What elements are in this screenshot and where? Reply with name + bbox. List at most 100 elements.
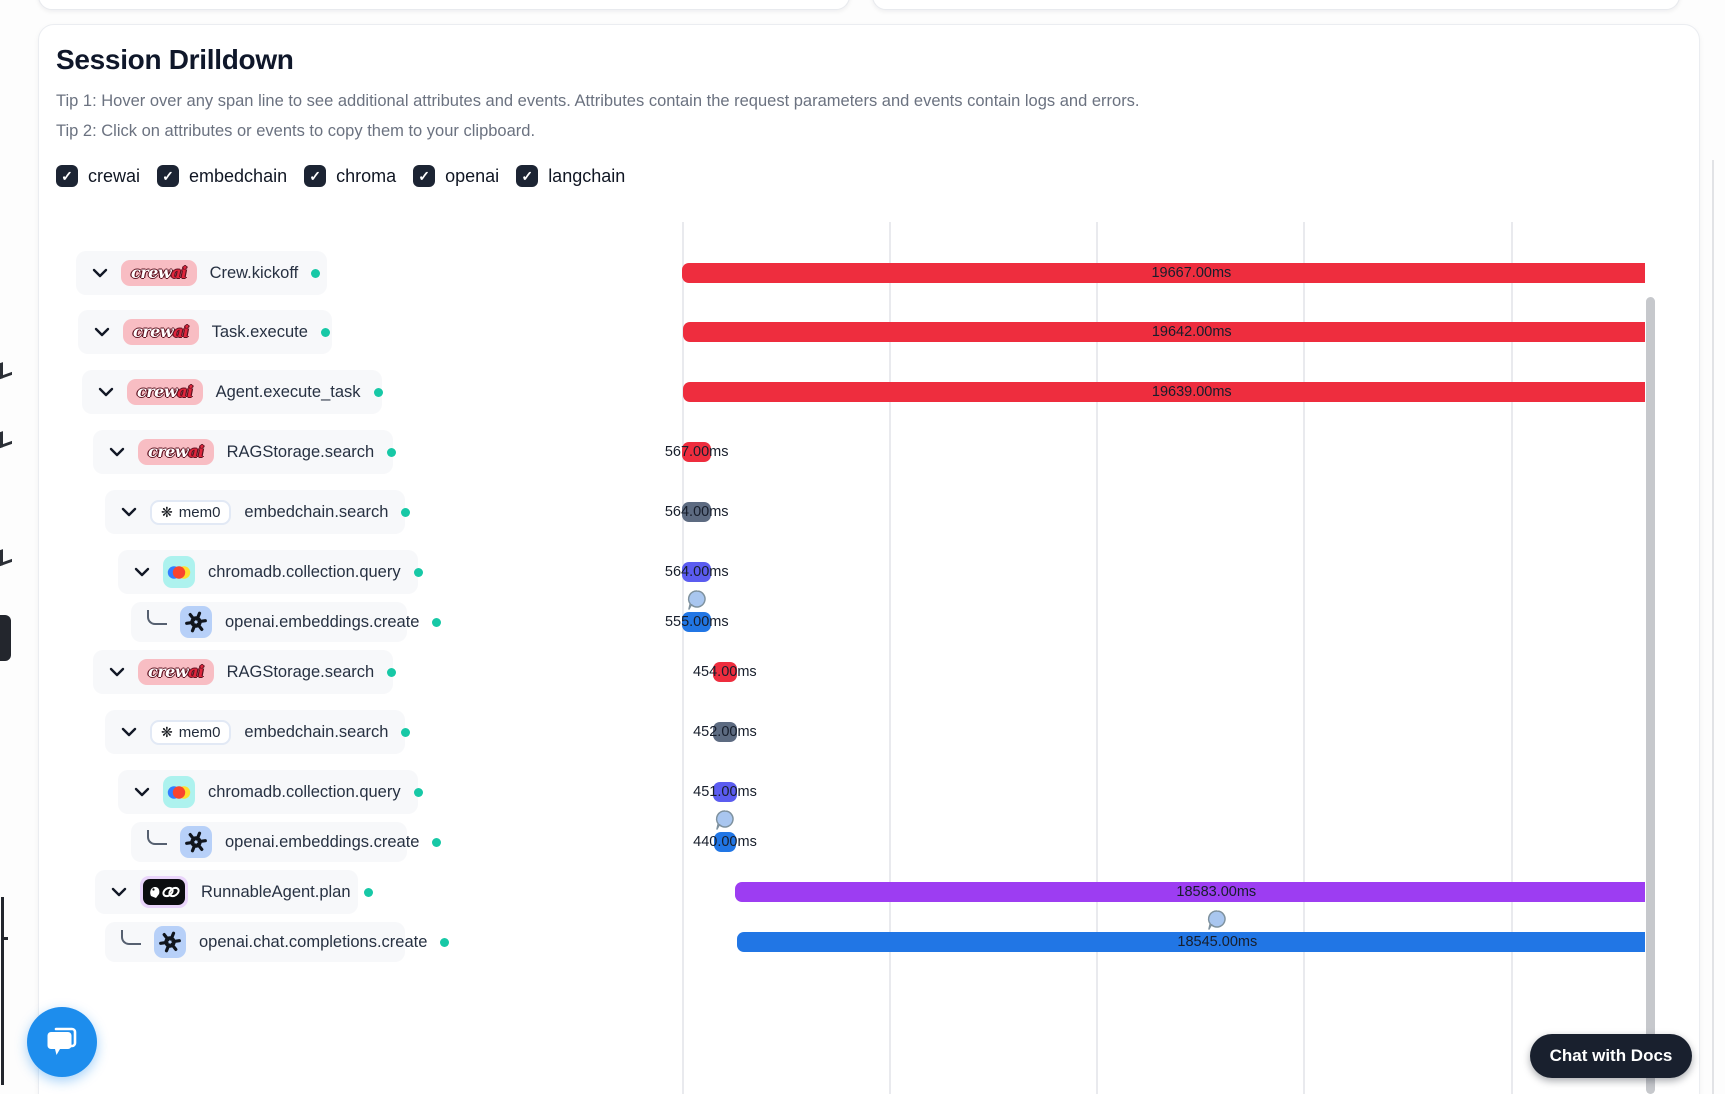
chevron-down-icon[interactable] <box>94 327 110 337</box>
filter-langchain[interactable]: ✓ langchain <box>516 165 625 187</box>
span-row-embedchain.search[interactable]: ❋ mem0 embedchain.search <box>105 710 411 754</box>
event-bubble-icon[interactable] <box>685 588 709 612</box>
chroma-circles-icon <box>167 565 191 579</box>
duration-label: 564.00ms <box>664 504 729 520</box>
span-row-Task.execute[interactable]: crew ai Task.execute <box>78 310 332 354</box>
openai-logo-icon <box>159 931 181 953</box>
vertical-scrollbar[interactable] <box>1646 297 1655 1094</box>
span-row-RAGStorage.search[interactable]: crew ai RAGStorage.search <box>93 650 397 694</box>
status-dot <box>413 787 423 797</box>
span-bar-embedchain.search[interactable] <box>682 502 712 522</box>
filter-crewai[interactable]: ✓ crewai <box>56 165 140 187</box>
span-name: Agent.execute_task <box>215 382 361 401</box>
checkbox-crewai[interactable]: ✓ <box>56 165 78 187</box>
span-bar-openai.embeddings.create[interactable] <box>713 832 737 852</box>
chevron-down-icon[interactable] <box>134 787 150 797</box>
timeline-gridline <box>682 222 684 1094</box>
span-name: Task.execute <box>211 322 308 341</box>
library-filter-group: ✓ crewai ✓ embedchain ✓ chroma ✓ openai ✓ langcha… <box>56 165 625 187</box>
span-bar-RAGStorage.search[interactable] <box>682 442 712 462</box>
span-row-embedchain.search[interactable]: ❋ mem0 embedchain.search <box>105 490 411 534</box>
duration-label: 18545.00ms <box>1177 934 1258 950</box>
checkbox-embedchain[interactable]: ✓ <box>157 165 180 187</box>
filter-chroma[interactable]: ✓ chroma <box>304 165 396 187</box>
span-bar-Crew.kickoff[interactable] <box>682 263 1645 283</box>
span-row-openai.chat.completions.create[interactable]: openai.chat.completions.create <box>105 922 450 962</box>
span-row-Crew.kickoff[interactable]: crew ai Crew.kickoff <box>76 251 327 295</box>
status-dot <box>432 837 442 847</box>
chevron-down-icon[interactable] <box>134 567 150 577</box>
span-bar-chromadb.collection.query[interactable] <box>682 562 712 582</box>
crewai-logo: crew ai <box>127 379 203 405</box>
openai-logo-icon <box>185 611 207 633</box>
chevron-down-icon[interactable] <box>98 387 114 397</box>
leaf-connector-icon <box>147 610 167 625</box>
event-bubble-icon[interactable] <box>713 808 737 832</box>
chevron-down-icon[interactable] <box>92 268 108 278</box>
status-dot <box>440 937 450 947</box>
mem0-logo: ❋ mem0 <box>150 719 232 745</box>
span-row-openai.embeddings.create[interactable]: openai.embeddings.create <box>131 822 442 862</box>
duration-label: 19642.00ms <box>1151 324 1232 340</box>
timeline-gridline <box>1511 222 1513 1094</box>
status-dot <box>432 617 442 627</box>
span-name: embedchain.search <box>244 722 389 741</box>
crewai-logo: crew ai <box>138 659 214 685</box>
status-dot <box>413 567 423 577</box>
status-dot <box>401 507 411 517</box>
span-bar-RAGStorage.search[interactable] <box>713 662 737 682</box>
chevron-down-icon[interactable] <box>121 507 137 517</box>
chevron-down-icon[interactable] <box>109 447 125 457</box>
span-bar-openai.embeddings.create[interactable] <box>682 612 712 632</box>
span-bar-chromadb.collection.query[interactable] <box>713 782 737 802</box>
status-dot <box>363 887 373 897</box>
span-bar-RunnableAgent.plan[interactable] <box>734 882 1645 902</box>
chevron-down-icon[interactable] <box>109 667 125 677</box>
span-row-RAGStorage.search[interactable]: crew ai RAGStorage.search <box>93 430 397 474</box>
span-bar-embedchain.search[interactable] <box>713 722 737 742</box>
filter-label: langchain <box>548 165 626 186</box>
status-dot <box>320 327 330 337</box>
span-row-chromadb.collection.query[interactable]: chromadb.collection.query <box>118 550 423 594</box>
chat-bubbles-icon <box>47 1027 77 1055</box>
timeline-gridline <box>1096 222 1098 1094</box>
checkbox-langchain[interactable]: ✓ <box>516 165 539 187</box>
bars-region <box>682 263 1645 952</box>
langchain-parrot-chain-icon <box>150 886 180 898</box>
status-dot <box>311 268 321 278</box>
span-bar-Agent.execute_task[interactable] <box>683 382 1645 402</box>
span-row-openai.embeddings.create[interactable]: openai.embeddings.create <box>131 602 442 642</box>
filter-embedchain[interactable]: ✓ embedchain <box>157 165 287 187</box>
duration-label: 567.00ms <box>664 444 729 460</box>
span-bar-openai.chat.completions.create[interactable] <box>737 932 1645 952</box>
span-row-RunnableAgent.plan[interactable]: RunnableAgent.plan <box>95 870 373 914</box>
filter-label: openai <box>445 165 500 186</box>
status-dot <box>373 387 383 397</box>
chat-with-docs-button[interactable]: Chat with Docs <box>1530 1034 1692 1078</box>
openai-logo <box>180 606 212 638</box>
chroma-logo <box>163 776 195 808</box>
span-row-chromadb.collection.query[interactable]: chromadb.collection.query <box>118 770 423 814</box>
page-right-edge <box>1712 160 1714 1094</box>
langchain-logo <box>140 876 188 908</box>
span-name: RunnableAgent.plan <box>201 882 351 901</box>
event-bubble-icon[interactable] <box>1205 908 1229 932</box>
span-bar-Task.execute[interactable] <box>683 322 1645 342</box>
span-name: chromadb.collection.query <box>208 562 401 581</box>
page-title: Session Drilldown <box>56 44 294 75</box>
checkbox-openai[interactable]: ✓ <box>413 165 436 187</box>
chevron-down-icon[interactable] <box>111 887 127 897</box>
filter-openai[interactable]: ✓ openai <box>413 165 499 187</box>
span-name: openai.chat.completions.create <box>199 932 428 951</box>
duration-label: 555.00ms <box>664 614 729 630</box>
mem0-star-icon: ❋ <box>161 503 173 520</box>
span-name: RAGStorage.search <box>226 442 375 461</box>
duration-label: 454.00ms <box>692 664 757 680</box>
checkbox-chroma[interactable]: ✓ <box>304 165 327 187</box>
chat-launcher-button[interactable] <box>27 1007 97 1077</box>
duration-label: 19639.00ms <box>1151 384 1232 400</box>
span-row-Agent.execute_task[interactable]: crew ai Agent.execute_task <box>82 370 383 414</box>
duration-label: 18583.00ms <box>1176 884 1257 900</box>
crewai-logo: crew ai <box>138 439 214 465</box>
chevron-down-icon[interactable] <box>121 727 137 737</box>
